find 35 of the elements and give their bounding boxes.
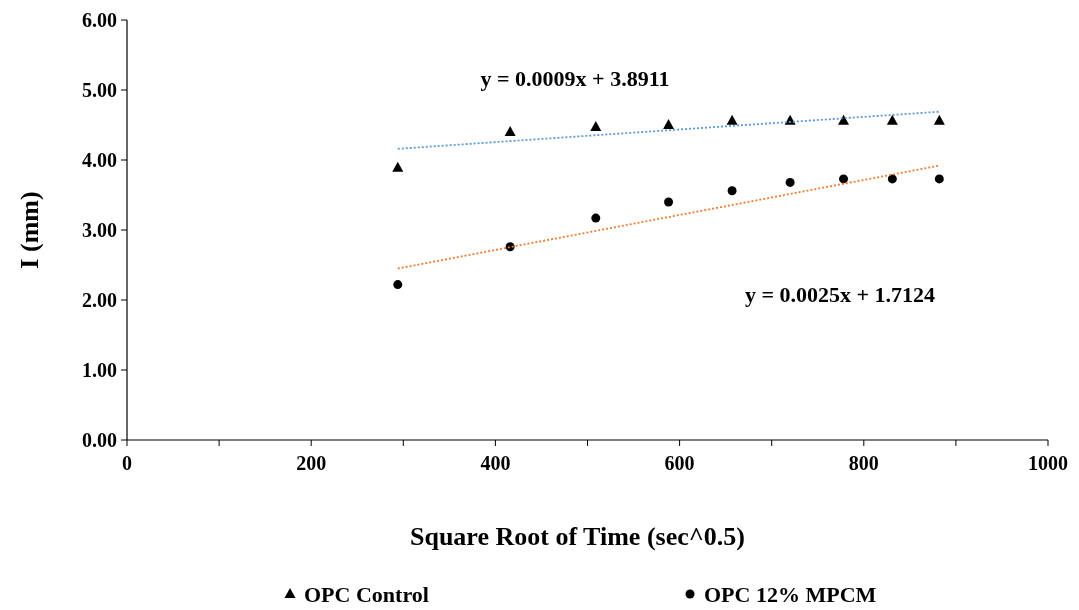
legend-label: OPC 12% MPCM (704, 582, 877, 607)
x-tick-label: 0 (122, 452, 132, 474)
point (393, 280, 403, 290)
y-tick-label: 3.00 (82, 219, 117, 241)
point (785, 177, 795, 187)
point (663, 119, 675, 129)
point (392, 161, 404, 172)
point (590, 121, 602, 132)
x-tick-label: 400 (480, 452, 511, 474)
point (726, 114, 738, 125)
x-axis-title: Square Root of Time (sec^0.5) (409, 522, 746, 551)
x-tick-label: 1000 (1028, 452, 1068, 474)
y-tick-label: 1.00 (82, 359, 117, 381)
y-axis-title: I (mm) (15, 191, 44, 269)
y-tick-label: 5.00 (82, 79, 117, 101)
point (934, 174, 944, 184)
y-tick-label: 4.00 (82, 149, 117, 171)
y-tick-label: 2.00 (82, 289, 117, 311)
point (664, 197, 674, 207)
point (504, 126, 516, 136)
point (591, 213, 601, 223)
x-tick-label: 200 (296, 452, 327, 474)
x-tick-label: 600 (664, 452, 695, 474)
y-tick-label: 0.00 (82, 429, 117, 451)
point (727, 186, 737, 196)
x-tick-label: 800 (848, 452, 879, 474)
annotation: y = 0.0025x + 1.7124 (744, 282, 936, 307)
point (838, 114, 850, 125)
annotation: y = 0.0009x + 3.8911 (480, 66, 670, 91)
point (887, 174, 897, 184)
y-tick-label: 6.00 (82, 9, 117, 31)
point (839, 174, 849, 184)
point (886, 114, 898, 125)
legend-label: OPC Control (304, 582, 429, 607)
point (933, 114, 945, 125)
